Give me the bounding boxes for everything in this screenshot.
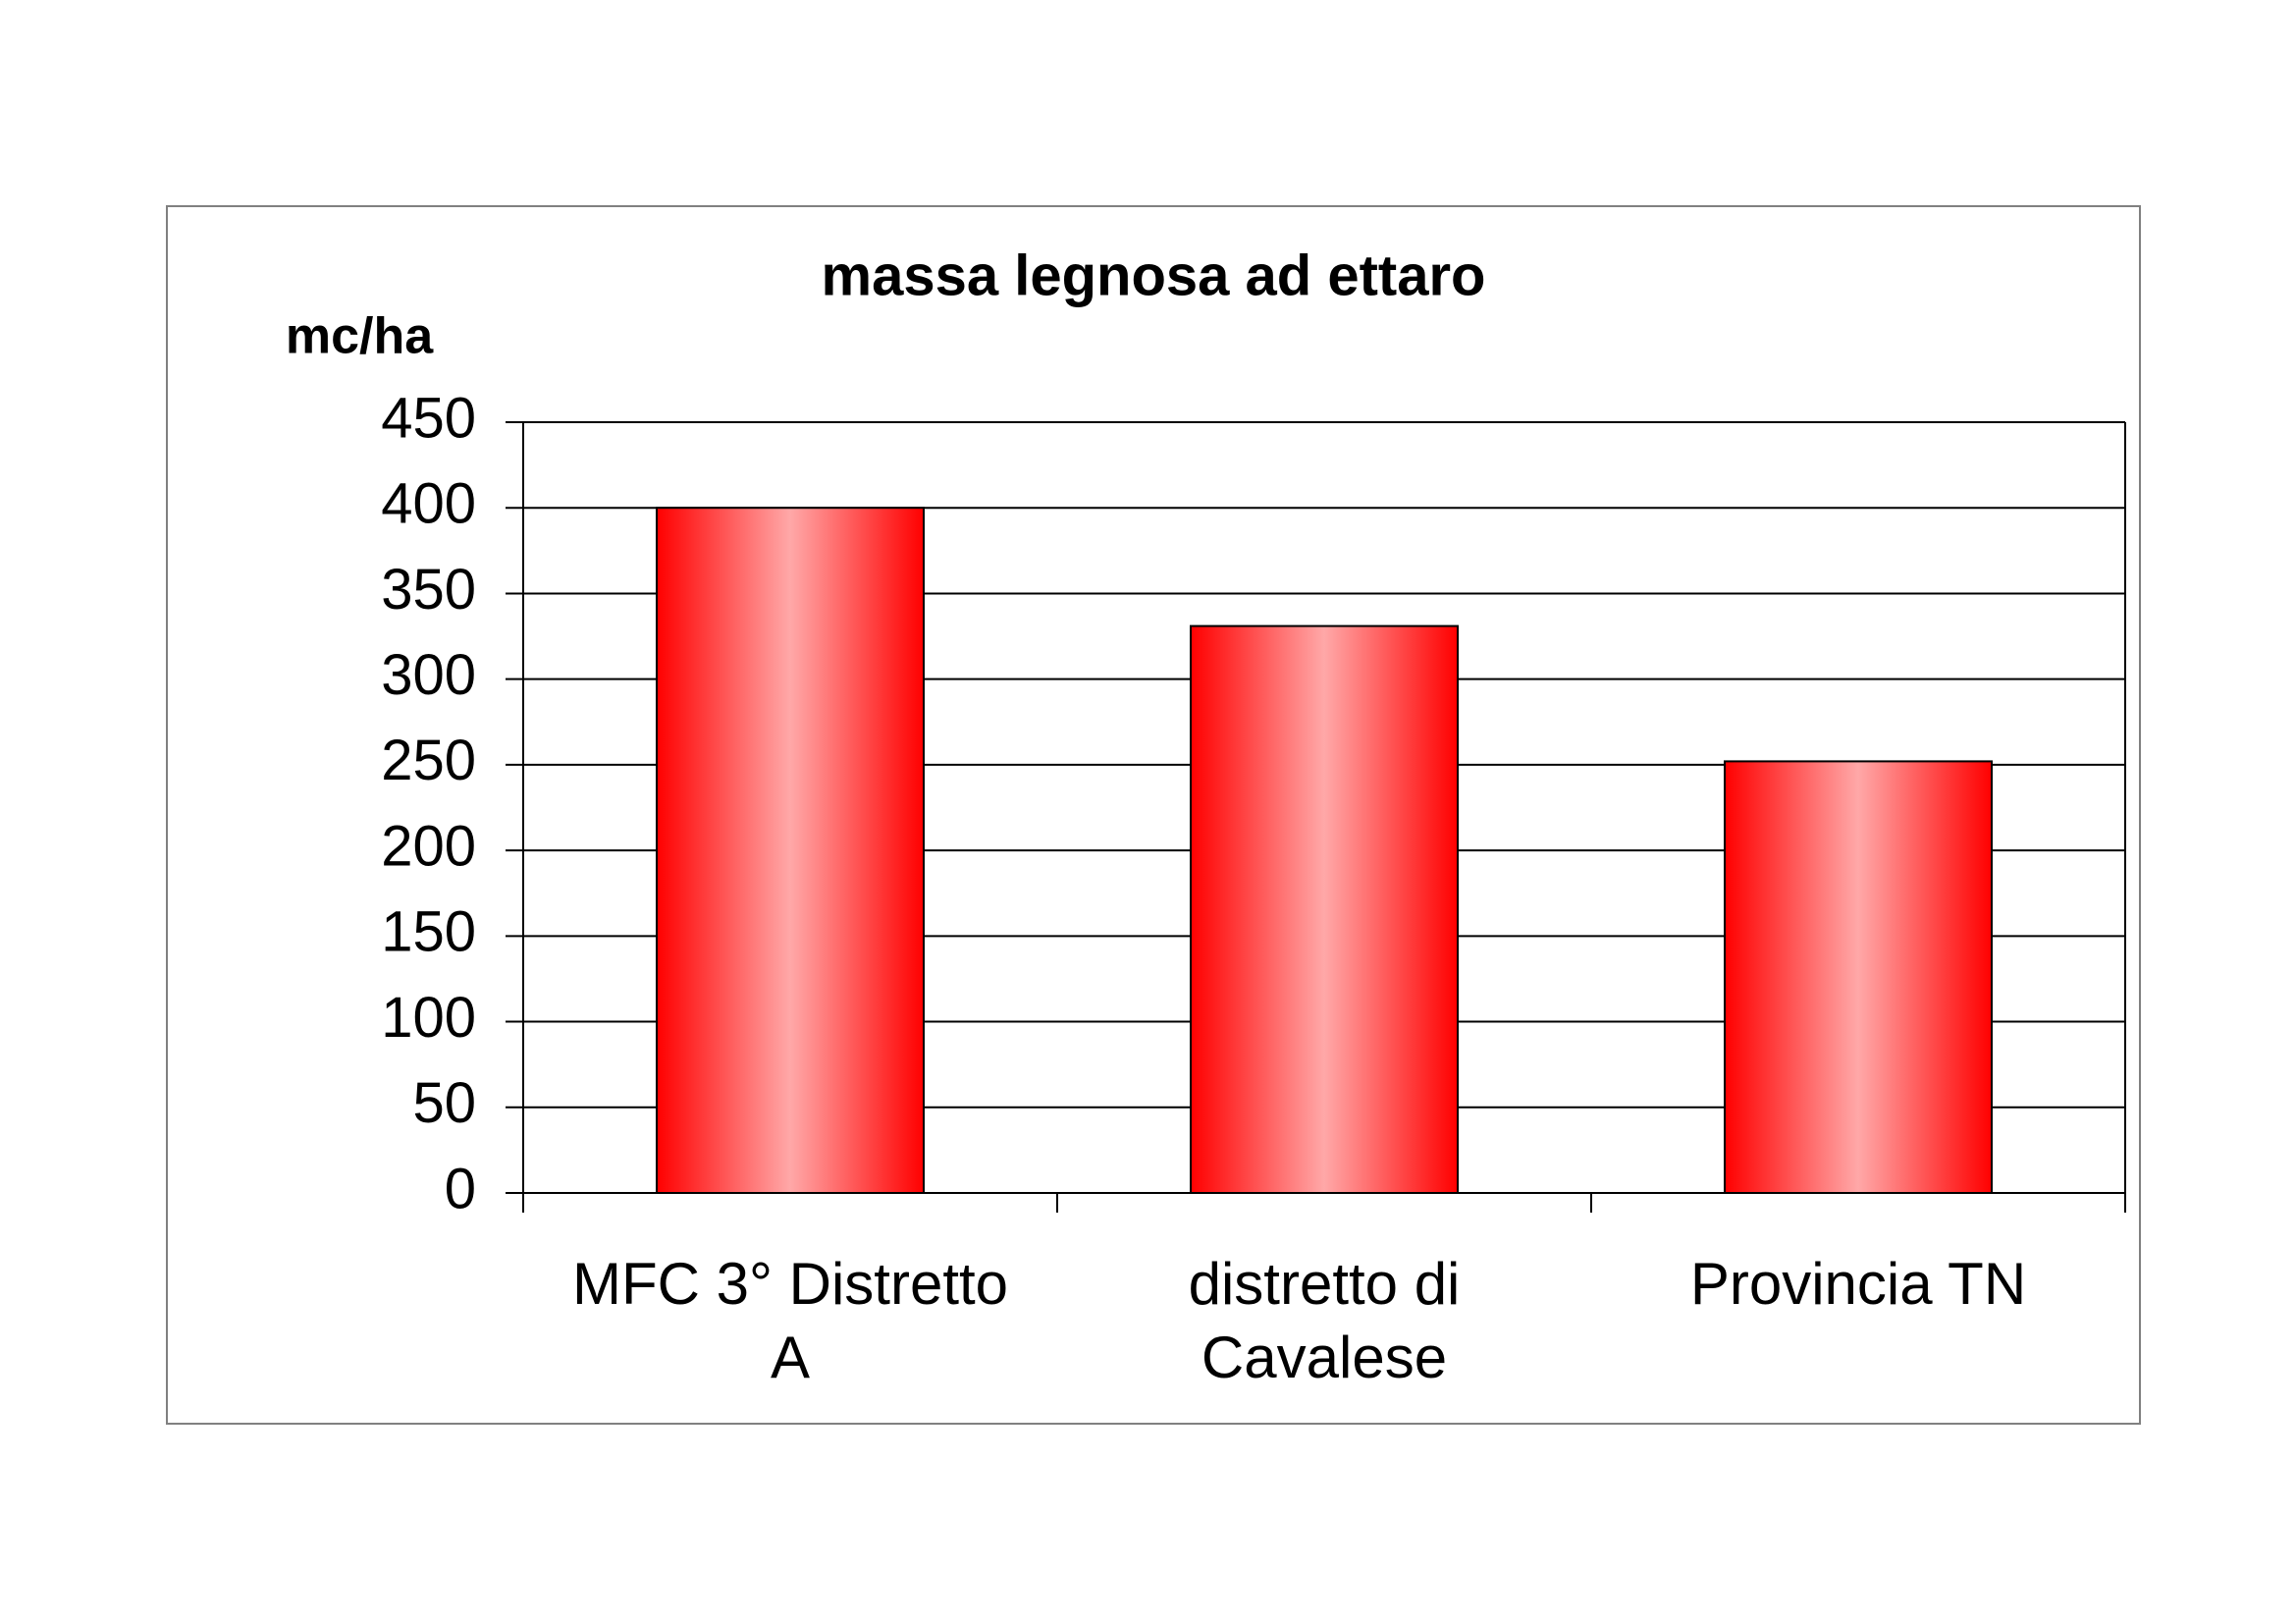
y-tick-label: 350: [381, 558, 476, 622]
chart-title: massa legnosa ad ettaro: [822, 244, 1486, 307]
x-tick-label: MFC 3° Distretto A: [571, 1251, 1009, 1390]
y-tick-label: 300: [381, 643, 476, 707]
y-tick-label: 200: [381, 814, 476, 878]
bar: [656, 507, 925, 1194]
y-tick-label: 0: [445, 1157, 476, 1220]
bar: [1190, 624, 1459, 1194]
x-tick-label: distretto di Cavalese: [1188, 1251, 1461, 1390]
y-tick-label: 150: [381, 900, 476, 964]
y-tick-label: 400: [381, 472, 476, 536]
y-axis-label: mc/ha: [286, 308, 434, 365]
y-tick-label: 450: [381, 386, 476, 450]
x-tick-label: Provincia TN: [1689, 1251, 2027, 1317]
bar: [1724, 760, 1993, 1195]
y-tick-label: 250: [381, 729, 476, 792]
y-tick-label: 100: [381, 986, 476, 1050]
y-tick-label: 50: [412, 1071, 476, 1135]
